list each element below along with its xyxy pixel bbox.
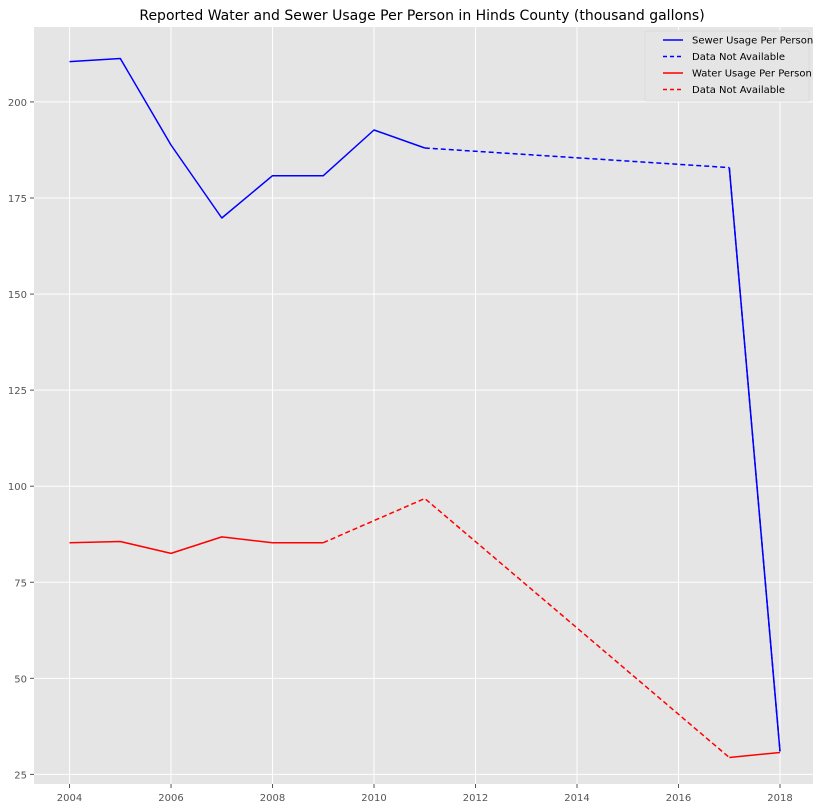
y-tick-label: 125 (8, 386, 27, 397)
legend-label: Data Not Available (692, 85, 785, 96)
series-line-3 (323, 497, 730, 759)
legend-box (644, 30, 810, 102)
y-tick-label: 100 (8, 482, 27, 493)
series-line-1 (424, 147, 730, 169)
series-line-2 (729, 751, 781, 759)
y-tick-label: 175 (8, 194, 27, 205)
legend-label: Water Usage Per Person (692, 69, 812, 80)
x-axis: 2004 2006 2008 2010 2012 2014 2016 2018 (57, 784, 793, 804)
y-tick-label: 50 (14, 674, 27, 685)
y-tick-label: 150 (8, 290, 27, 301)
grid (34, 27, 813, 784)
x-tick-label: 2010 (361, 793, 386, 804)
x-tick-label: 2012 (463, 793, 488, 804)
x-tick-label: 2018 (767, 793, 792, 804)
legend-label: Data Not Available (692, 52, 785, 63)
series-line-0 (69, 57, 426, 219)
series-line-1 (728, 167, 781, 752)
y-tick-label: 200 (8, 98, 27, 109)
series-line-2 (69, 536, 324, 555)
x-tick-label: 2014 (564, 793, 589, 804)
y-tick-label: 75 (14, 578, 27, 589)
y-tick-label: 25 (14, 770, 27, 781)
x-tick-label: 2006 (158, 793, 183, 804)
y-axis: 25 50 75 100 125 150 175 200 (8, 98, 34, 781)
legend: Sewer Usage Per Person Data Not Available… (644, 30, 813, 102)
plot-area (34, 27, 813, 784)
x-tick-label: 2016 (666, 793, 691, 804)
x-tick-label: 2004 (57, 793, 82, 804)
x-tick-label: 2008 (260, 793, 285, 804)
series-lines (69, 57, 781, 759)
chart-title: Reported Water and Sewer Usage Per Perso… (139, 8, 704, 24)
legend-label: Sewer Usage Per Person (692, 36, 813, 47)
